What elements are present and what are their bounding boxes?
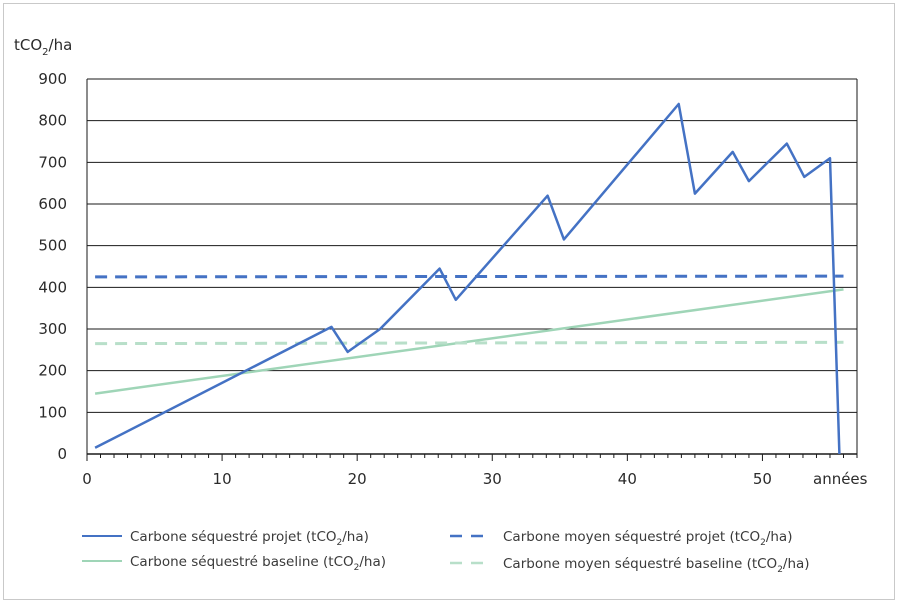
y-axis-ticks: 0 100 200 300 400 500 600 700 800 900 xyxy=(38,70,67,463)
gridlines xyxy=(87,78,857,413)
legend: Carbone séquestré projet (tCO2/ha) Carbo… xyxy=(82,529,810,575)
y-tick-label-500: 500 xyxy=(38,237,67,255)
series-line-3 xyxy=(94,288,844,395)
x-tick-label-40: 40 xyxy=(618,470,637,488)
series-line-2 xyxy=(95,274,844,279)
x-axis-ticks: 0 10 20 30 40 50 xyxy=(82,454,858,488)
series-line-4 xyxy=(95,340,844,346)
y-tick-label-200: 200 xyxy=(38,362,67,380)
y-tick-label-300: 300 xyxy=(38,320,67,338)
legend-item-moyen-projet: Carbone moyen séquestré projet (tCO2/ha) xyxy=(450,529,792,548)
x-tick-label-50: 50 xyxy=(753,470,772,488)
x-tick-label-10: 10 xyxy=(213,470,232,488)
legend-label-projet: Carbone séquestré projet (tCO2/ha) xyxy=(130,529,369,548)
legend-label-moyen-baseline: Carbone moyen séquestré baseline (tCO2/h… xyxy=(503,556,810,575)
series-line-1 xyxy=(94,102,841,455)
x-axis-label: années xyxy=(813,470,868,488)
x-tick-label-30: 30 xyxy=(483,470,502,488)
x-tick-label-20: 20 xyxy=(348,470,367,488)
y-tick-label-0: 0 xyxy=(57,445,67,463)
legend-label-moyen-projet: Carbone moyen séquestré projet (tCO2/ha) xyxy=(503,529,792,548)
y-tick-label-900: 900 xyxy=(38,70,67,88)
series-group xyxy=(94,102,844,455)
legend-item-baseline: Carbone séquestré baseline (tCO2/ha) xyxy=(82,554,386,573)
legend-item-moyen-baseline: Carbone moyen séquestré baseline (tCO2/h… xyxy=(450,556,810,575)
legend-label-baseline: Carbone séquestré baseline (tCO2/ha) xyxy=(130,554,386,573)
chart-frame xyxy=(3,3,895,600)
x-tick-label-0: 0 xyxy=(82,470,92,488)
y-axis-label: tCO2/ha xyxy=(14,36,72,58)
axes xyxy=(86,79,858,455)
legend-item-projet: Carbone séquestré projet (tCO2/ha) xyxy=(82,529,369,548)
y-tick-label-400: 400 xyxy=(38,278,67,296)
y-tick-label-100: 100 xyxy=(38,403,67,421)
y-tick-label-600: 600 xyxy=(38,195,67,213)
y-tick-label-800: 800 xyxy=(38,112,67,130)
y-tick-label-700: 700 xyxy=(38,153,67,171)
